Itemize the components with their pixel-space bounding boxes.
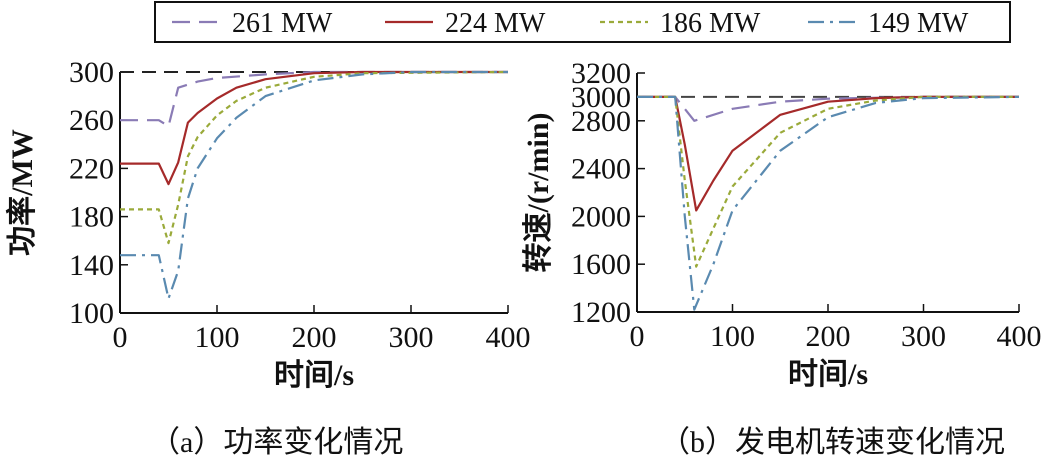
- legend-label: 149 MW: [868, 8, 969, 39]
- legend-box: [154, 1, 1011, 43]
- series-line-261-mw: [120, 70, 508, 128]
- x-tick-label: 100: [710, 320, 755, 353]
- legend-label: 186 MW: [660, 8, 761, 39]
- y-tick-label: 3000: [571, 81, 631, 114]
- y-axis-label: 转速/(r/min): [522, 113, 555, 273]
- chart-panel-b: 0 100 200 300 400 1200 1600 2000 2400 28003000320…: [522, 57, 1042, 459]
- series-line-261-mw: [637, 95, 1019, 122]
- x-tick-label: 200: [292, 321, 337, 354]
- y-tick-label: 1200: [571, 296, 631, 329]
- y-tick-label: 2800: [571, 105, 631, 138]
- x-tick-label: 100: [195, 321, 240, 354]
- y-tick-label: 2000: [571, 200, 631, 233]
- panel-caption: （b）发电机转速变化情况: [660, 426, 1005, 459]
- legend-label: 261 MW: [232, 8, 333, 39]
- x-tick-label: 0: [113, 321, 128, 354]
- y-axis-label: 功率/MW: [6, 129, 39, 256]
- y-tick-label: 300: [69, 56, 114, 89]
- series-line-224-mw: [637, 95, 1019, 212]
- series-line-149-mw: [637, 95, 1020, 311]
- y-tick-label: 260: [69, 104, 114, 137]
- x-tick-label: 400: [486, 321, 531, 354]
- series-line-186-mw: [637, 95, 1019, 268]
- chart-panel-a: 0 100 200 300 400100140180220260300时间/s功率/MW…: [6, 56, 531, 459]
- x-axis-label: 时间/s: [788, 358, 868, 391]
- legend-label: 224 MW: [445, 8, 546, 39]
- y-tick-label: 180: [69, 201, 114, 234]
- series-line-186-mw: [120, 70, 509, 245]
- x-tick-label: 300: [389, 321, 434, 354]
- y-tick-label: 1600: [571, 248, 631, 281]
- series-line-224-mw: [120, 70, 508, 186]
- y-tick-label: 140: [69, 249, 114, 282]
- series-line-149-mw: [120, 70, 508, 300]
- y-tick-label: 2400: [571, 153, 631, 186]
- panel-caption: （a）功率变化情况: [150, 426, 403, 459]
- x-tick-label: 400: [997, 320, 1042, 353]
- x-tick-label: 300: [901, 320, 946, 353]
- y-tick-label: 3200: [571, 57, 631, 90]
- x-axis-label: 时间/s: [274, 359, 354, 392]
- y-tick-label: 100: [69, 297, 114, 330]
- y-tick-label: 220: [69, 152, 114, 185]
- x-tick-label: 0: [630, 320, 645, 353]
- x-tick-label: 200: [806, 320, 851, 353]
